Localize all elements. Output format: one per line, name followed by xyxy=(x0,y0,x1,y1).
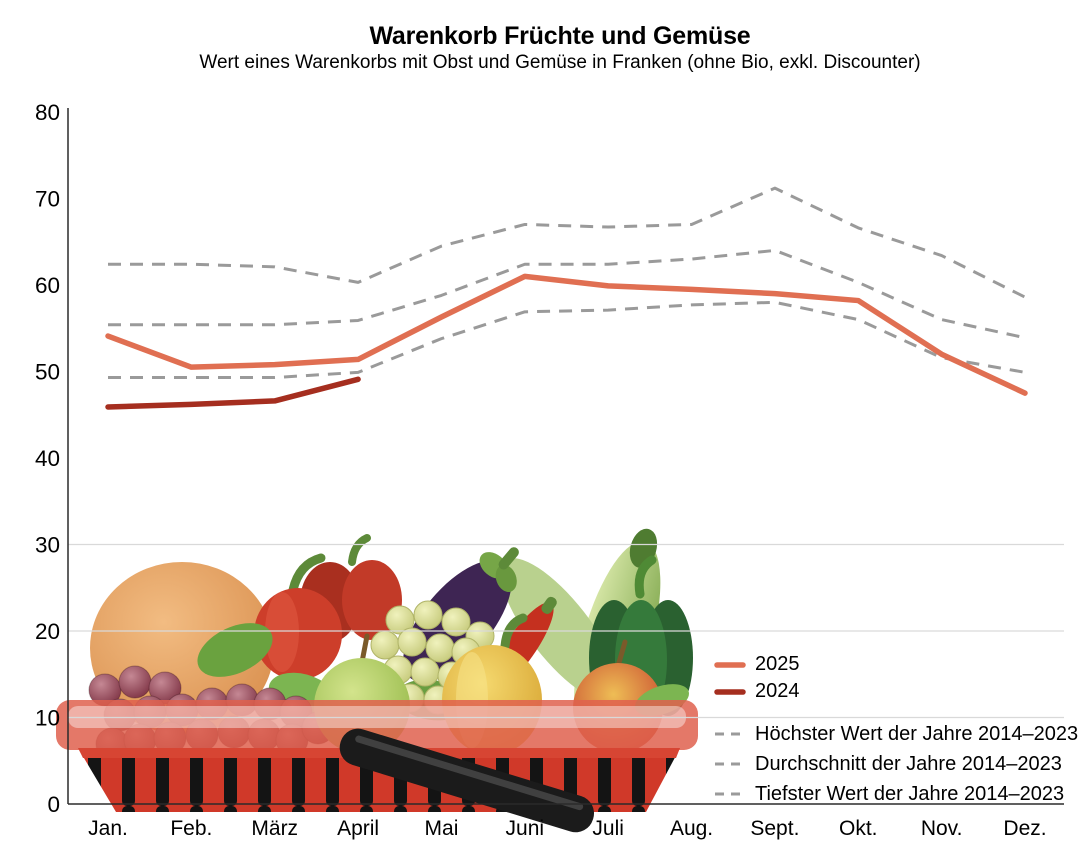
green-grape xyxy=(370,630,400,660)
legend-swatch-dashed-line xyxy=(715,792,745,796)
series-line-h-chster-wert-der-jahre-2014-2023 xyxy=(108,186,1026,299)
series-line-2024 xyxy=(105,376,361,410)
x-tick-label-Feb: Feb. xyxy=(170,817,212,840)
y-tick-label-70: 70 xyxy=(35,187,60,212)
y-tick-label-50: 50 xyxy=(35,360,60,385)
grape-leaf-illustration xyxy=(197,623,273,677)
x-tick-label-Okt: Okt. xyxy=(839,817,878,840)
green-grape xyxy=(441,607,471,637)
x-tick-label-Mai: Mai xyxy=(425,817,459,840)
red-pepper-front-illustration xyxy=(254,553,342,680)
legend-label-tiefster: Tiefster Wert der Jahre 2014–2023 xyxy=(755,782,1065,805)
data-series xyxy=(105,186,1028,410)
gridlines xyxy=(68,543,1064,719)
basket-illustration xyxy=(56,528,698,833)
purple-grape xyxy=(118,665,152,699)
x-tick-label-April: April xyxy=(337,817,379,840)
legend-item-2024: 2024 xyxy=(714,678,1078,705)
x-tick-label-Dez: Dez. xyxy=(1003,817,1046,840)
basket-rim xyxy=(56,700,698,750)
legend-item-2025: 2025 xyxy=(714,651,1078,678)
legend: 2025 2024 Höchster Wert der Jahre 2014–2… xyxy=(714,651,1078,809)
y-tick-label-10: 10 xyxy=(35,706,60,731)
legend-item-durchschnitt: Durchschnitt der Jahre 2014–2023 xyxy=(714,749,1078,779)
legend-swatch-2025-line xyxy=(714,661,746,668)
series-line-durchschnitt-der-jahre-2014-2023 xyxy=(108,248,1026,340)
x-tick-label-Juni: Juni xyxy=(506,817,545,840)
y-tick-label-0: 0 xyxy=(47,792,60,817)
legend-item-tiefster: Tiefster Wert der Jahre 2014–2023 xyxy=(714,779,1078,809)
y-tick-label-30: 30 xyxy=(35,533,60,558)
green-grape xyxy=(410,657,440,687)
legend-swatch-dashed-line xyxy=(715,732,745,736)
x-tick-label-Nov: Nov. xyxy=(921,817,963,840)
legend-swatch-dashed-line xyxy=(715,762,745,766)
legend-label-2025: 2025 xyxy=(755,653,800,675)
x-tick-label-Aug: Aug. xyxy=(670,817,713,840)
x-tick-label-Jan: Jan. xyxy=(88,817,128,840)
legend-label-durchschnitt: Durchschnitt der Jahre 2014–2023 xyxy=(755,752,1062,775)
legend-label-hoechster: Höchster Wert der Jahre 2014–2023 xyxy=(755,722,1079,745)
legend-label-2024: 2024 xyxy=(755,680,800,702)
x-tick-label-März: März xyxy=(251,817,298,840)
chart-subtitle: Wert eines Warenkorbs mit Obst und Gemüs… xyxy=(199,52,921,73)
legend-dashed-group: Höchster Wert der Jahre 2014–2023 Durchs… xyxy=(714,719,1078,809)
series-line-2025 xyxy=(105,273,1028,396)
series-line-tiefster-wert-der-jahre-2014-2023 xyxy=(108,300,1026,380)
chart-title: Warenkorb Früchte und Gemüse xyxy=(369,22,751,50)
legend-solid-group: 2025 2024 xyxy=(714,651,1078,705)
legend-swatch-2024-line xyxy=(714,688,746,695)
y-tick-label-40: 40 xyxy=(35,446,60,471)
basket-handle xyxy=(339,728,595,833)
x-tick-label-Sept: Sept. xyxy=(750,817,799,840)
y-tick-label-60: 60 xyxy=(35,273,60,298)
legend-item-hoechster: Höchster Wert der Jahre 2014–2023 xyxy=(714,719,1078,749)
axis-labels: 0 10 20 30 40 50 60 70 80 Jan. Feb. März April Mai Jun… xyxy=(35,100,1047,840)
green-grape xyxy=(397,627,427,657)
y-tick-label-20: 20 xyxy=(35,619,60,644)
green-grape xyxy=(413,600,443,630)
axes xyxy=(67,108,1064,805)
x-tick-label-Juli: Juli xyxy=(592,817,624,840)
y-tick-label-80: 80 xyxy=(35,100,60,125)
green-grape xyxy=(425,633,455,663)
